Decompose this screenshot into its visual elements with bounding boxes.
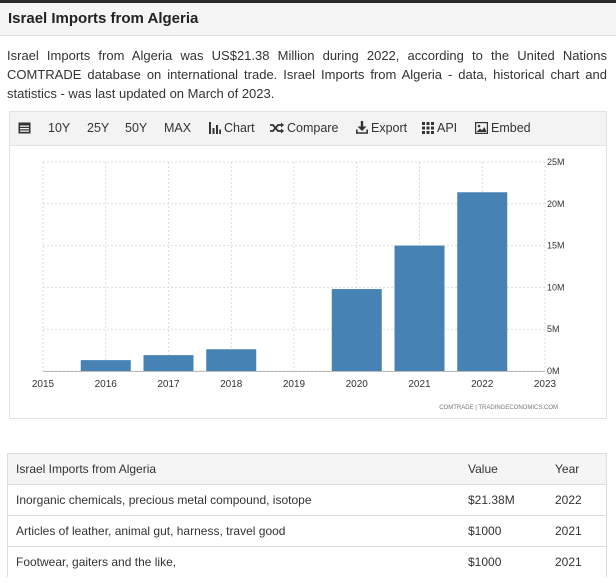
x-tick-label: 2022 xyxy=(471,379,494,390)
page-header: Israel Imports from Algeria xyxy=(0,3,616,36)
y-tick-label: 25M xyxy=(547,157,565,167)
export-button-label: Export xyxy=(371,121,408,135)
compare-button-label: Compare xyxy=(287,121,339,135)
x-tick-label: 2018 xyxy=(220,379,243,390)
calendar-button[interactable] xyxy=(18,112,34,145)
bar[interactable] xyxy=(206,349,257,371)
table-cell: $21.38M xyxy=(468,493,515,507)
y-tick-label: 0M xyxy=(547,366,560,376)
table-cell: Footwear, gaiters and the like, xyxy=(16,555,177,569)
chart-container: 2015 2016 2017 2018 2019 2020 2021 2022 2023 0M 5M… xyxy=(9,145,607,419)
chart-button-label: Chart xyxy=(224,121,255,135)
range-25y-button[interactable]: 25Y xyxy=(87,121,110,135)
table-cell: 2022 xyxy=(555,493,582,507)
bar[interactable] xyxy=(394,245,445,371)
compare-button[interactable]: Compare xyxy=(270,112,338,145)
table-row[interactable]: Articles of leather, animal gut, harness… xyxy=(8,515,606,546)
source-label: COMTRADE | TRADINGECONOMICS.COM xyxy=(439,405,558,411)
bar[interactable] xyxy=(143,355,194,371)
y-tick-label: 10M xyxy=(547,282,565,292)
range-max-button[interactable]: MAX xyxy=(164,121,192,135)
table-cell: 2021 xyxy=(555,555,582,569)
chart-toolbar: 10Y 25Y 50Y MAX Chart Compare Export AP xyxy=(9,111,607,145)
y-tick-label: 20M xyxy=(547,199,565,209)
table-cell: $1000 xyxy=(468,524,502,538)
x-tick-label: 2016 xyxy=(95,379,118,390)
bar[interactable] xyxy=(457,192,508,371)
chart-button[interactable]: Chart xyxy=(209,112,255,145)
table-cell: Inorganic chemicals, precious metal comp… xyxy=(16,493,312,507)
top-bar xyxy=(0,0,616,3)
x-tick-label: 2015 xyxy=(32,379,55,390)
table-cell: 2021 xyxy=(555,524,582,538)
bar-chart: 2015 2016 2017 2018 2019 2020 2021 2022 2023 0M 5M… xyxy=(32,157,565,411)
y-tick-label: 15M xyxy=(547,241,565,251)
embed-button[interactable]: Embed xyxy=(475,112,531,145)
bar-chart-icon xyxy=(209,122,221,134)
table-header-cell: Year xyxy=(555,462,580,476)
range-50y-button[interactable]: 50Y xyxy=(125,121,148,135)
y-tick-label: 5M xyxy=(547,324,560,334)
bar[interactable] xyxy=(80,360,131,371)
x-tick-label: 2020 xyxy=(346,379,369,390)
x-tick-label: 2017 xyxy=(157,379,180,390)
x-tick-label: 2019 xyxy=(283,379,306,390)
table-cell: Articles of leather, animal gut, harness… xyxy=(16,524,286,538)
grid-icon xyxy=(422,122,434,134)
description: Israel Imports from Algeria was US$21.38… xyxy=(7,48,607,101)
table-row[interactable]: Inorganic chemicals, precious metal comp… xyxy=(8,484,606,515)
shuffle-icon xyxy=(270,122,284,134)
table-header-cell: Israel Imports from Algeria xyxy=(16,462,157,476)
embed-button-label: Embed xyxy=(491,121,531,135)
table-cell: $1000 xyxy=(468,555,502,569)
page-title: Israel Imports from Algeria xyxy=(8,10,199,27)
table-row[interactable]: Footwear, gaiters and the like, $1000 20… xyxy=(8,546,606,577)
table-header-cell: Value xyxy=(468,462,498,476)
api-button-label: API xyxy=(437,121,458,135)
x-tick-label: 2021 xyxy=(408,379,431,390)
export-button[interactable]: Export xyxy=(356,112,407,145)
image-icon xyxy=(475,122,489,135)
bar[interactable] xyxy=(331,289,382,371)
calendar-icon xyxy=(18,122,31,134)
range-10y-button[interactable]: 10Y xyxy=(48,121,71,135)
download-icon xyxy=(356,121,368,134)
imports-table: Israel Imports from Algeria Value Year I… xyxy=(7,453,607,577)
table-header-row: Israel Imports from Algeria Value Year xyxy=(8,453,606,484)
x-tick-label: 2023 xyxy=(534,379,557,390)
api-button[interactable]: API xyxy=(422,112,457,145)
